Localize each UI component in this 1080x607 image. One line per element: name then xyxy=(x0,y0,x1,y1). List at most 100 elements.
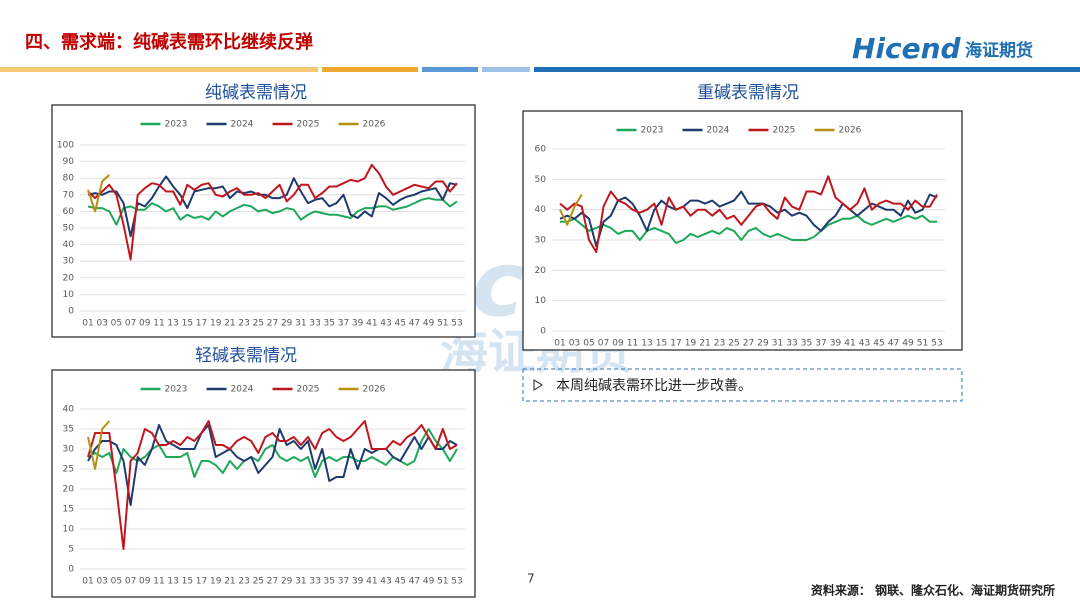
legend-label: 2025 xyxy=(297,385,320,395)
y-tick-label: 35 xyxy=(63,425,74,435)
x-tick-label: 49 xyxy=(423,319,435,329)
x-tick-label: 05 xyxy=(111,319,122,329)
legend-label: 2023 xyxy=(165,385,188,395)
x-tick-label: 05 xyxy=(583,339,594,349)
x-tick-label: 47 xyxy=(409,577,420,587)
legend-label: 2026 xyxy=(363,120,386,130)
y-tick-label: 20 xyxy=(535,266,547,276)
x-tick-label: 37 xyxy=(338,319,349,329)
x-tick-label: 21 xyxy=(224,319,235,329)
x-tick-label: 43 xyxy=(380,319,391,329)
y-tick-label: 60 xyxy=(63,207,75,217)
x-tick-label: 39 xyxy=(352,319,364,329)
series-line xyxy=(87,420,458,550)
logo: Hicend xyxy=(852,32,962,65)
x-tick-label: 11 xyxy=(153,577,164,587)
x-tick-label: 35 xyxy=(801,339,812,349)
x-tick-label: 51 xyxy=(437,577,448,587)
note-box xyxy=(522,368,963,402)
x-tick-label: 01 xyxy=(82,319,93,329)
series-line xyxy=(559,175,938,254)
y-tick-label: 5 xyxy=(68,545,74,555)
bullet xyxy=(533,379,543,391)
y-tick-label: 80 xyxy=(63,174,75,184)
series-line xyxy=(559,193,583,226)
x-tick-label: 43 xyxy=(859,339,870,349)
header-bar xyxy=(422,67,478,72)
x-tick-label: 13 xyxy=(641,339,652,349)
x-tick-label: 47 xyxy=(409,319,420,329)
header-bar xyxy=(534,67,1080,72)
x-tick-label: 21 xyxy=(699,339,710,349)
x-tick-label: 29 xyxy=(757,339,769,349)
y-tick-label: 30 xyxy=(63,257,75,267)
x-tick-label: 53 xyxy=(931,339,942,349)
y-tick-label: 100 xyxy=(57,141,74,151)
x-tick-label: 17 xyxy=(196,577,207,587)
x-tick-label: 41 xyxy=(366,577,377,587)
x-tick-label: 27 xyxy=(267,577,278,587)
y-tick-label: 40 xyxy=(535,205,547,215)
y-tick-label: 20 xyxy=(63,273,75,283)
x-tick-label: 07 xyxy=(125,577,136,587)
x-tick-label: 45 xyxy=(395,577,406,587)
x-tick-label: 25 xyxy=(728,339,739,349)
x-tick-label: 05 xyxy=(111,577,122,587)
x-tick-label: 29 xyxy=(281,319,293,329)
series-line xyxy=(87,420,111,470)
chart-title: 轻碱表需情况 xyxy=(195,346,297,366)
x-tick-label: 45 xyxy=(395,319,406,329)
chart-frame xyxy=(51,369,476,598)
x-tick-label: 07 xyxy=(598,339,609,349)
x-tick-label: 31 xyxy=(295,577,306,587)
y-tick-label: 90 xyxy=(63,157,75,167)
y-tick-label: 10 xyxy=(63,290,75,300)
x-tick-label: 37 xyxy=(815,339,826,349)
header-bar xyxy=(482,67,530,72)
x-tick-label: 17 xyxy=(196,319,207,329)
x-tick-label: 53 xyxy=(451,577,462,587)
x-tick-label: 41 xyxy=(366,319,377,329)
x-tick-label: 19 xyxy=(210,319,222,329)
x-tick-label: 09 xyxy=(139,319,151,329)
x-tick-label: 51 xyxy=(917,339,928,349)
source: 资料来源： 钢联、隆众石化、海证期货研究所 xyxy=(811,583,1055,598)
legend-label: 2025 xyxy=(773,126,796,136)
x-tick-label: 11 xyxy=(153,319,164,329)
x-tick-label: 35 xyxy=(324,577,335,587)
x-tick-label: 45 xyxy=(873,339,884,349)
x-tick-label: 41 xyxy=(844,339,855,349)
slide-title: 四、需求端：纯碱表需环比继续反弹 xyxy=(25,31,313,53)
header-bar xyxy=(322,67,418,72)
note: 本周纯碱表需环比进一步改善。 xyxy=(556,378,752,394)
x-tick-label: 27 xyxy=(267,319,278,329)
legend-label: 2024 xyxy=(231,120,254,130)
y-tick-label: 40 xyxy=(63,240,75,250)
y-tick-label: 60 xyxy=(535,145,547,155)
series-line xyxy=(87,174,110,213)
x-tick-label: 33 xyxy=(309,319,320,329)
x-tick-label: 25 xyxy=(253,577,264,587)
x-tick-label: 49 xyxy=(423,577,435,587)
chart-title: 纯碱表需情况 xyxy=(205,83,307,103)
x-tick-label: 03 xyxy=(96,319,107,329)
x-tick-label: 53 xyxy=(451,319,462,329)
x-tick-label: 01 xyxy=(554,339,565,349)
series-line xyxy=(560,214,937,244)
y-tick-label: 10 xyxy=(535,296,547,306)
series-line xyxy=(87,163,458,261)
x-tick-label: 25 xyxy=(253,319,264,329)
chart-title: 重碱表需情况 xyxy=(697,83,799,103)
x-tick-label: 03 xyxy=(96,577,107,587)
y-tick-label: 30 xyxy=(63,445,75,455)
x-tick-label: 29 xyxy=(281,577,293,587)
x-tick-label: 15 xyxy=(182,319,193,329)
page-number: 7 xyxy=(527,572,535,586)
x-tick-label: 15 xyxy=(182,577,193,587)
x-tick-label: 47 xyxy=(888,339,899,349)
y-tick-label: 0 xyxy=(68,307,74,317)
y-tick-label: 70 xyxy=(63,190,75,200)
legend-label: 2023 xyxy=(641,126,664,136)
x-tick-label: 31 xyxy=(295,319,306,329)
x-tick-label: 27 xyxy=(743,339,754,349)
